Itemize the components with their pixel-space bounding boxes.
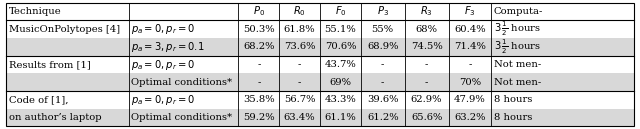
Text: 71.4%: 71.4% — [454, 42, 486, 51]
Bar — [6, 73, 634, 91]
Text: Code of [1],: Code of [1], — [9, 95, 68, 104]
Text: 35.8%: 35.8% — [243, 95, 275, 104]
Text: $3\,\frac{1}{2}$ hours: $3\,\frac{1}{2}$ hours — [494, 20, 541, 38]
Text: 61.1%: 61.1% — [324, 113, 356, 122]
Text: $3\,\frac{1}{2}$ hours: $3\,\frac{1}{2}$ hours — [494, 38, 541, 56]
Text: Not men-: Not men- — [494, 60, 541, 69]
Text: 62.9%: 62.9% — [411, 95, 442, 104]
Text: $F_0$: $F_0$ — [335, 5, 346, 18]
Text: -: - — [257, 78, 260, 87]
Text: $p_a = 0, p_r = 0$: $p_a = 0, p_r = 0$ — [131, 22, 195, 36]
Text: 59.2%: 59.2% — [243, 113, 275, 122]
Text: -: - — [381, 60, 385, 69]
Text: 43.3%: 43.3% — [324, 95, 356, 104]
Text: 56.7%: 56.7% — [284, 95, 316, 104]
Text: $R_3$: $R_3$ — [420, 5, 433, 18]
Text: -: - — [425, 60, 428, 69]
Text: Computa-: Computa- — [494, 7, 543, 16]
Text: 63.2%: 63.2% — [454, 113, 486, 122]
Text: 61.2%: 61.2% — [367, 113, 399, 122]
Text: $p_a = 3, p_r = 0.1$: $p_a = 3, p_r = 0.1$ — [131, 40, 205, 54]
Text: 68.9%: 68.9% — [367, 42, 399, 51]
Text: 60.4%: 60.4% — [454, 25, 486, 34]
Text: 50.3%: 50.3% — [243, 25, 275, 34]
Text: 8 hours: 8 hours — [494, 113, 532, 122]
Text: -: - — [257, 60, 260, 69]
Text: 73.6%: 73.6% — [284, 42, 316, 51]
Text: 55.1%: 55.1% — [324, 25, 356, 34]
Text: 47.9%: 47.9% — [454, 95, 486, 104]
Text: Not men-: Not men- — [494, 78, 541, 87]
Text: 65.6%: 65.6% — [411, 113, 442, 122]
Text: Optimal conditions*: Optimal conditions* — [131, 78, 232, 87]
Text: -: - — [381, 78, 385, 87]
Bar — [6, 109, 634, 126]
Text: 55%: 55% — [372, 25, 394, 34]
Text: Technique: Technique — [9, 7, 61, 16]
Text: -: - — [468, 60, 472, 69]
Text: 69%: 69% — [330, 78, 351, 87]
Text: 43.7%: 43.7% — [324, 60, 356, 69]
Text: -: - — [425, 78, 428, 87]
Text: 63.4%: 63.4% — [284, 113, 316, 122]
Text: Optimal conditions*: Optimal conditions* — [131, 113, 232, 122]
Bar — [6, 38, 634, 56]
Text: $P_0$: $P_0$ — [253, 5, 265, 18]
Text: 68.2%: 68.2% — [243, 42, 275, 51]
Text: $P_3$: $P_3$ — [377, 5, 388, 18]
Text: 8 hours: 8 hours — [494, 95, 532, 104]
Text: $R_0$: $R_0$ — [293, 5, 306, 18]
Text: 70.6%: 70.6% — [324, 42, 356, 51]
Text: -: - — [298, 60, 301, 69]
Text: 70%: 70% — [459, 78, 481, 87]
Text: MusicOnPolytopes [4]: MusicOnPolytopes [4] — [9, 25, 120, 34]
Text: 39.6%: 39.6% — [367, 95, 399, 104]
Text: Results from [1]: Results from [1] — [9, 60, 91, 69]
Text: on author’s laptop: on author’s laptop — [9, 113, 102, 122]
Text: 61.8%: 61.8% — [284, 25, 316, 34]
Text: -: - — [298, 78, 301, 87]
Text: $p_a = 0, p_r = 0$: $p_a = 0, p_r = 0$ — [131, 58, 195, 71]
Text: 68%: 68% — [415, 25, 438, 34]
Text: $p_a = 0, p_r = 0$: $p_a = 0, p_r = 0$ — [131, 93, 195, 107]
Text: $F_3$: $F_3$ — [464, 5, 476, 18]
Text: 74.5%: 74.5% — [411, 42, 442, 51]
